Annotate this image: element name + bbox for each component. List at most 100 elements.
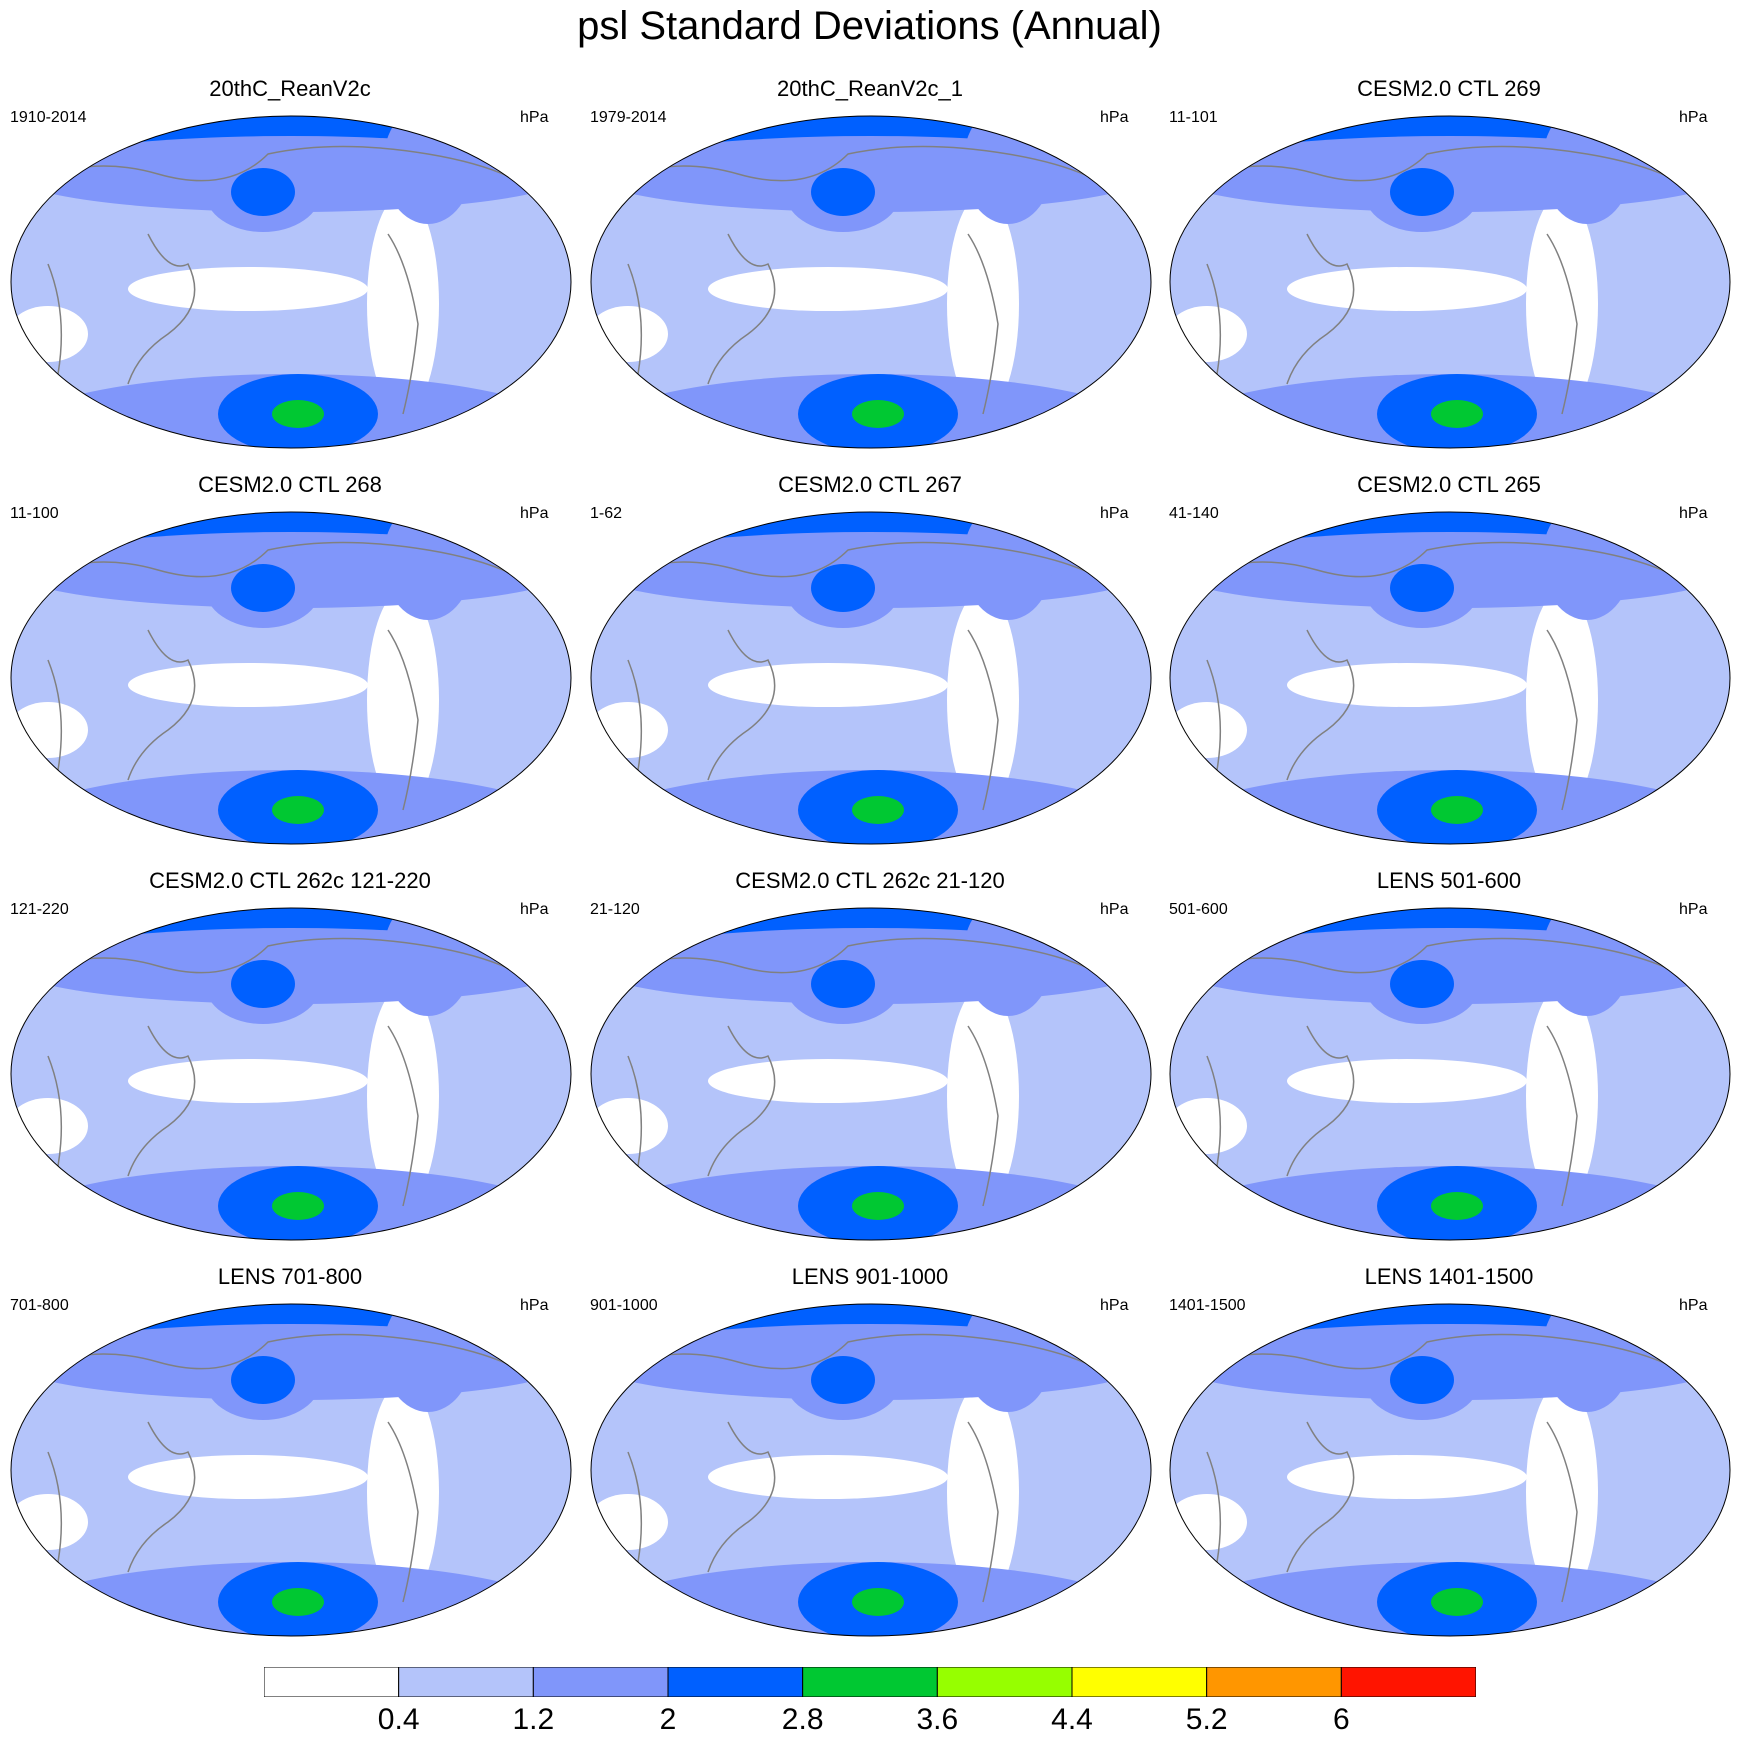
contour-region [947,590,1019,810]
panel-title: LENS 701-800 [217,1264,363,1289]
contour-region [811,960,875,1008]
colorbar-swatch [802,1667,938,1697]
coastline [27,1333,549,1603]
coastline [607,145,1129,415]
contour-region [1526,194,1598,414]
contour-region [852,400,904,428]
map-border [590,907,1152,1241]
contour-region [231,960,295,1008]
panel-title: CESM2.0 CTL 267 [778,472,962,497]
contour-region [852,1588,904,1616]
panel-period: 121-220 [10,901,69,918]
contour-region [1431,1588,1483,1616]
contour-region [852,1192,904,1220]
contour-region [1287,663,1527,707]
coastline [607,541,1129,811]
map-panel: 20thC_ReanV2c_1 1979-2014 hPa [580,54,1160,449]
map-border [10,1303,572,1637]
robinson-map [1169,1303,1731,1637]
panel-title: CESM2.0 CTL 265 [1357,472,1541,497]
panel-units: hPa [1679,1297,1708,1314]
contour-region [367,1382,439,1602]
contour-region [708,267,948,311]
contour-region [272,1192,324,1220]
contour-region [1431,1192,1483,1220]
robinson-map [590,115,1152,449]
map-border [590,1303,1152,1637]
contour-region [128,267,368,311]
robinson-map [1169,115,1731,449]
panel-period: 1-62 [590,505,623,522]
panel-title: LENS 501-600 [1376,868,1522,893]
contour-region [1390,960,1454,1008]
coastline [27,541,549,811]
contour-region [591,306,668,362]
colorbar-swatch [1206,1667,1342,1697]
panel-title: 20thC_ReanV2c_1 [777,76,963,101]
colorbar-tick-label: 1.2 [512,1703,555,1736]
map-panel: CESM2.0 CTL 262c 21-120 21-120 hPa [580,846,1160,1241]
colorbar-tick-label: 2 [659,1703,677,1736]
map-panel: LENS 701-800 701-800 hPa [0,1242,580,1637]
contour-region [591,1494,668,1550]
contour-region [1287,1059,1527,1103]
contour-region [367,590,439,810]
contour-region [231,1356,295,1404]
map-border [590,511,1152,845]
contour-region [128,1455,368,1499]
colorbar-tick-label: 5.2 [1185,1703,1228,1736]
panel-period: 21-120 [590,901,640,918]
contour-region [272,400,324,428]
contour-region [1431,796,1483,824]
panel-title: CESM2.0 CTL 269 [1357,76,1541,101]
contour-region [852,796,904,824]
map-panel: CESM2.0 CTL 267 1-62 hPa [580,450,1160,845]
robinson-map [1169,907,1731,1241]
map-panel: CESM2.0 CTL 269 11-101 hPa [1159,54,1739,449]
contour-region [367,194,439,414]
contour-region [811,564,875,612]
panel-title: CESM2.0 CTL 268 [198,472,382,497]
panel-period: 701-800 [10,1297,69,1314]
figure-title: psl Standard Deviations (Annual) [577,4,1162,48]
panel-units: hPa [1100,1297,1129,1314]
map-border [10,907,572,1241]
contour-region [811,168,875,216]
coastline [607,1333,1129,1603]
panel-units: hPa [520,901,549,918]
colorbar-swatch [532,1667,669,1697]
colorbar-swatch [1071,1667,1208,1697]
colorbar-swatch [936,1667,1073,1697]
contour-region [1431,400,1483,428]
colorbar-tick-label: 6 [1332,1703,1350,1736]
contour-region [811,1356,875,1404]
map-border [10,511,572,845]
contour-region [1526,986,1598,1206]
coastline [1186,541,1708,811]
panel-units: hPa [520,109,549,126]
panel-title: CESM2.0 CTL 262c 121-220 [149,868,431,893]
contour-region [708,663,948,707]
robinson-map [10,511,572,845]
coastline [1186,1333,1708,1603]
panel-title: CESM2.0 CTL 262c 21-120 [735,868,1005,893]
panel-period: 1979-2014 [590,109,667,126]
map-border [10,115,572,449]
robinson-map [590,511,1152,845]
contour-region [1170,1494,1247,1550]
contour-region [11,702,88,758]
colorbar-tick-label: 4.4 [1051,1703,1093,1736]
panel-units: hPa [520,505,549,522]
colorbar-swatch [1340,1667,1476,1697]
panel-period: 901-1000 [590,1297,658,1314]
map-border [1169,1303,1731,1637]
map-panel: 20thC_ReanV2c 1910-2014 hPa [0,54,580,449]
contour-region [1390,168,1454,216]
contour-region [128,1059,368,1103]
contour-region [1170,306,1247,362]
panel-period: 11-101 [1169,109,1218,126]
contour-region [11,1494,88,1550]
colorbar-tick-label: 2.8 [781,1703,824,1736]
colorbar-swatch [667,1667,804,1697]
contour-region [947,986,1019,1206]
